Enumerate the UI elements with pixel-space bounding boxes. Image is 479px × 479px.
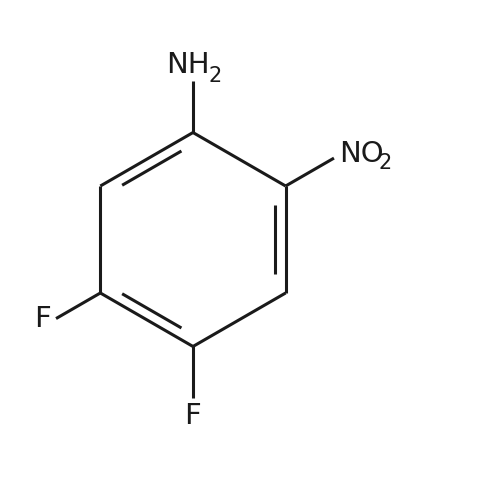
- Text: F: F: [184, 402, 201, 430]
- Text: 2: 2: [378, 153, 391, 173]
- Text: F: F: [34, 305, 50, 332]
- Text: NO: NO: [340, 140, 384, 169]
- Text: NH: NH: [167, 51, 210, 79]
- Text: 2: 2: [209, 66, 222, 86]
